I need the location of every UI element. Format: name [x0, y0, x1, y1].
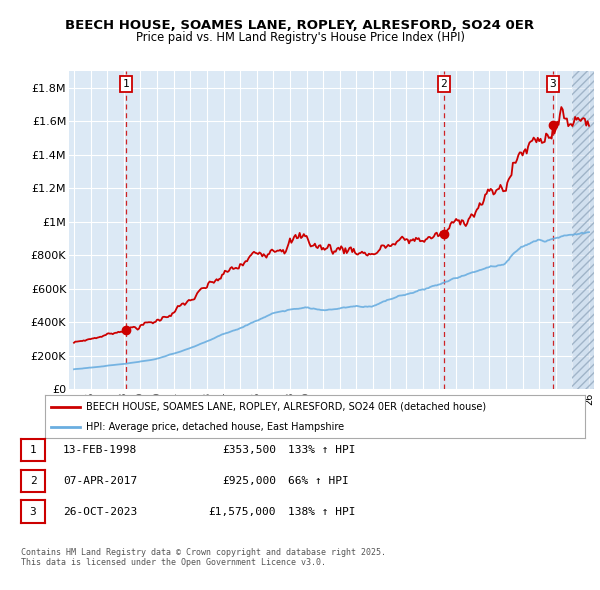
Text: 13-FEB-1998: 13-FEB-1998: [63, 445, 137, 455]
Text: 07-APR-2017: 07-APR-2017: [63, 476, 137, 486]
Text: Price paid vs. HM Land Registry's House Price Index (HPI): Price paid vs. HM Land Registry's House …: [136, 31, 464, 44]
Text: 1: 1: [122, 79, 129, 89]
Text: 26-OCT-2023: 26-OCT-2023: [63, 507, 137, 516]
Text: 1: 1: [29, 445, 37, 455]
Text: 2: 2: [440, 79, 448, 89]
Text: BEECH HOUSE, SOAMES LANE, ROPLEY, ALRESFORD, SO24 0ER: BEECH HOUSE, SOAMES LANE, ROPLEY, ALRESF…: [65, 19, 535, 32]
Text: 3: 3: [29, 507, 37, 516]
Text: Contains HM Land Registry data © Crown copyright and database right 2025.: Contains HM Land Registry data © Crown c…: [21, 548, 386, 556]
Bar: [572, 71, 598, 389]
Text: 133% ↑ HPI: 133% ↑ HPI: [288, 445, 355, 455]
Text: 3: 3: [550, 79, 556, 89]
Text: £1,575,000: £1,575,000: [209, 507, 276, 516]
Text: 138% ↑ HPI: 138% ↑ HPI: [288, 507, 355, 516]
Text: £353,500: £353,500: [222, 445, 276, 455]
Text: £925,000: £925,000: [222, 476, 276, 486]
Text: BEECH HOUSE, SOAMES LANE, ROPLEY, ALRESFORD, SO24 0ER (detached house): BEECH HOUSE, SOAMES LANE, ROPLEY, ALRESF…: [86, 402, 485, 412]
Text: HPI: Average price, detached house, East Hampshire: HPI: Average price, detached house, East…: [86, 422, 344, 432]
Text: 2: 2: [29, 476, 37, 486]
Bar: [572, 71, 598, 389]
Text: 66% ↑ HPI: 66% ↑ HPI: [288, 476, 349, 486]
Text: This data is licensed under the Open Government Licence v3.0.: This data is licensed under the Open Gov…: [21, 558, 326, 566]
